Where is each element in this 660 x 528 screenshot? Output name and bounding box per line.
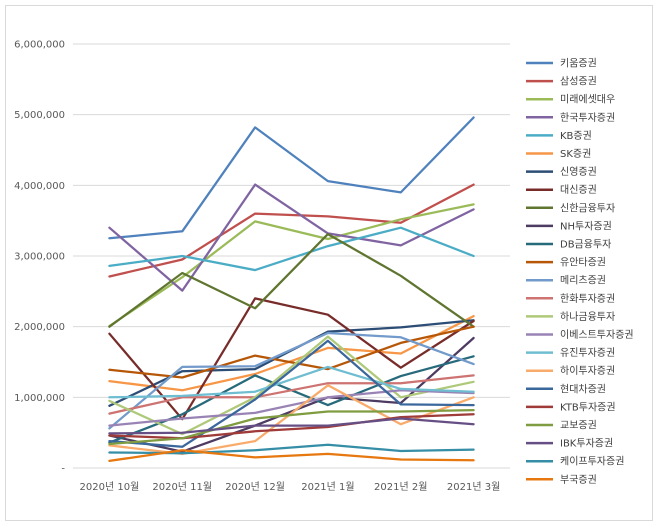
x-tick-label: 2021년 3월: [447, 481, 500, 493]
x-axis: 2020년 10월 2020년 11월 2020년 12월 2021년 1월 2021년…: [80, 481, 501, 493]
y-tick-label: 4,000,000: [14, 181, 65, 192]
series-line: [108, 232, 475, 328]
legend-entry-label: DB금융투자: [560, 239, 611, 251]
series-line: [108, 339, 475, 448]
series-line: [108, 413, 475, 440]
legend-entry-label: 한화투자증권: [560, 293, 615, 305]
y-tick-label: 1,000,000: [14, 393, 65, 404]
legend-entry-label: KB증권: [560, 130, 592, 142]
legend-entry-label: 유안타증권: [560, 257, 606, 269]
legend-entry-label: 신한금융투자: [560, 202, 615, 214]
series-line: [108, 449, 475, 463]
series-line: [108, 297, 475, 421]
x-tick-label: 2020년 10월: [80, 481, 140, 493]
chart-frame: - 1,000,000 2,000,000 3,000,000 4,000,000 5,0…: [5, 5, 653, 521]
series-line: [108, 408, 475, 446]
series-line: [108, 336, 475, 453]
legend-entry-label: 유진투자증권: [560, 347, 615, 359]
legend-entry-label: 신영증권: [560, 166, 597, 178]
x-tick-label: 2021년 1월: [301, 481, 354, 493]
legend-entry-label: 현대차증권: [560, 383, 606, 395]
y-tick-label: 2,000,000: [14, 322, 65, 333]
series-line: [108, 417, 475, 435]
legend-entry-label: 삼성증권: [560, 76, 597, 88]
series-line: [108, 389, 475, 427]
x-tick-label: 2020년 12월: [225, 481, 285, 493]
line-chart: - 1,000,000 2,000,000 3,000,000 4,000,000 5,0…: [14, 40, 634, 494]
series-line: [108, 314, 475, 392]
legend-entry-label: 이베스트투자증권: [560, 329, 634, 341]
legend-entry-label: 하나금융투자: [560, 310, 615, 323]
series-line: [108, 226, 475, 272]
series-line: [108, 374, 475, 415]
series-lines: [108, 116, 475, 463]
legend-entry-label: 한국투자증권: [560, 112, 615, 124]
y-tick-label: 5,000,000: [14, 110, 65, 121]
series-line: [108, 183, 475, 292]
y-axis: - 1,000,000 2,000,000 3,000,000 4,000,000 5,0…: [14, 40, 65, 475]
series-line: [108, 335, 475, 436]
legend-entry-label: NH투자증권: [560, 220, 612, 232]
legend-entry-label: 하이투자증권: [560, 364, 615, 377]
x-tick-label: 2020년 11월: [152, 481, 212, 493]
legend-entry-label: 교보증권: [560, 420, 597, 432]
series-line: [108, 365, 475, 399]
legend-entry-label: 미래에셋대우: [560, 94, 615, 106]
y-tick-label: 6,000,000: [14, 40, 65, 51]
legend-entry-label: IBK투자증권: [560, 438, 613, 450]
x-tick-label: 2021년 2월: [374, 481, 427, 493]
legend-entry-label: 키움증권: [560, 58, 597, 70]
series-line: [108, 203, 475, 328]
series-line: [108, 331, 475, 430]
y-tick-label: -: [61, 464, 65, 475]
y-tick-label: 3,000,000: [14, 252, 65, 263]
legend-entry-label: KTB투자증권: [560, 401, 616, 413]
legend-entry-label: 대신증권: [560, 184, 597, 196]
legend-entry-label: 케이프투자증권: [560, 456, 624, 468]
series-line: [108, 116, 475, 240]
legend-entry-label: 메리츠증권: [560, 275, 606, 287]
legend-entry-label: SK증권: [560, 148, 591, 160]
legend-entry-label: 부국증권: [560, 474, 597, 486]
